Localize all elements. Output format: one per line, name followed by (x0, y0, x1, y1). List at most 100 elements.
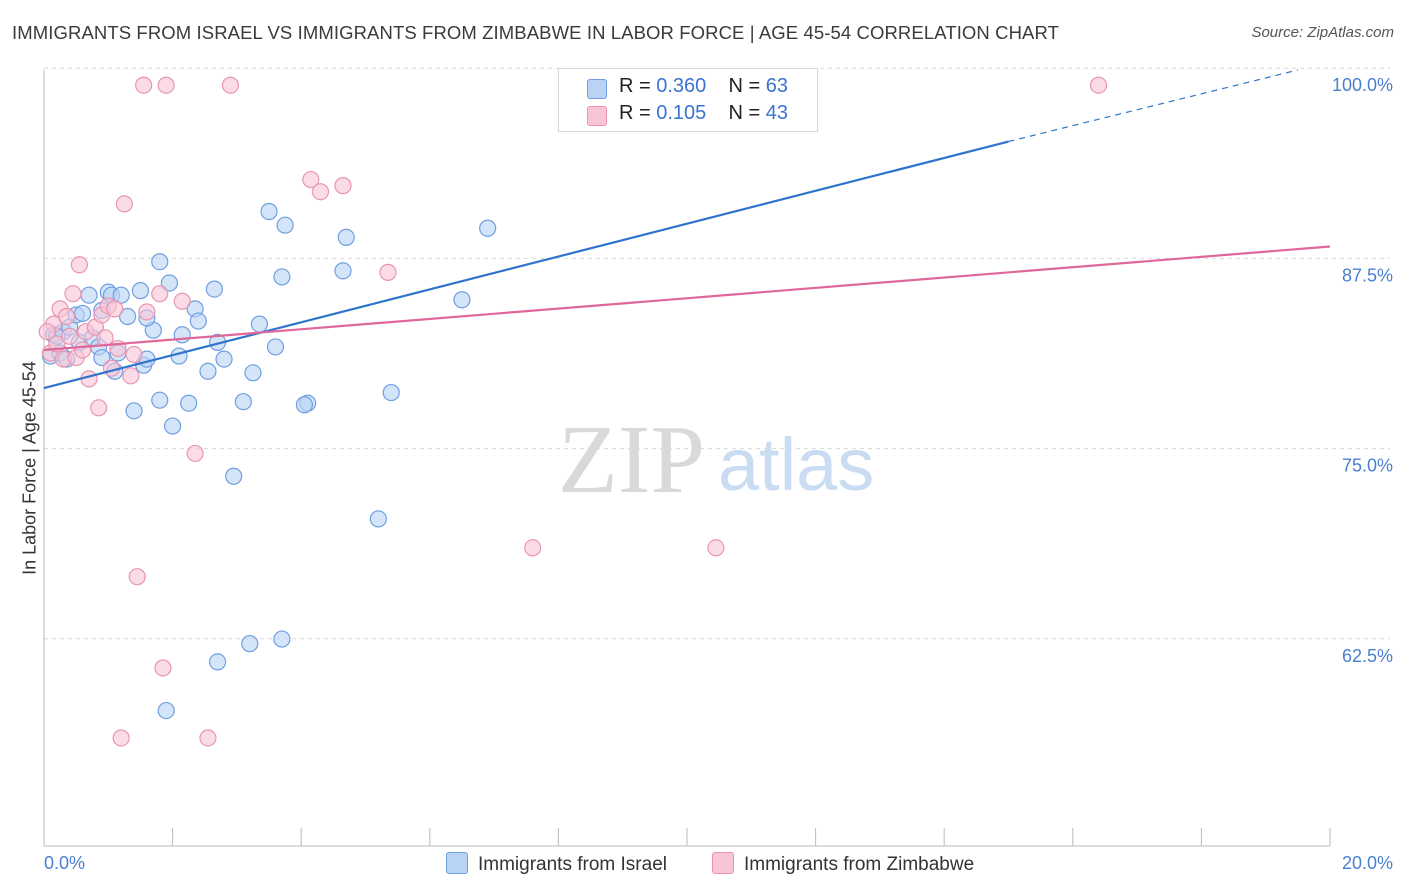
zimbabwe-point (122, 367, 140, 385)
axes (43, 70, 1331, 847)
israel-point (205, 280, 223, 298)
zimbabwe-point (334, 177, 352, 195)
zimbabwe-point (379, 263, 397, 281)
israel-point (131, 282, 150, 300)
israel-point (157, 701, 175, 720)
legend-item-zimbabwe: Immigrants from Zimbabwe (712, 852, 974, 876)
grid-lines (44, 67, 1390, 640)
zimbabwe-point (64, 285, 82, 303)
zimbabwe-point (186, 444, 204, 463)
israel-point (250, 315, 269, 333)
y-tick-label: 87.5% (1342, 265, 1393, 285)
y-tick-label: 75.0% (1342, 456, 1393, 476)
israel-point (93, 348, 111, 367)
x-tick-label: 0.0% (44, 853, 85, 873)
israel-point (453, 291, 471, 309)
zimbabwe-r-label: R = (619, 102, 651, 124)
zimbabwe-point (106, 300, 124, 318)
zimbabwe-n-label: N = (728, 102, 761, 124)
zimbabwe-point (112, 729, 130, 747)
zimbabwe-point (154, 659, 172, 677)
israel-point (151, 391, 169, 409)
israel-point (125, 402, 143, 420)
zimbabwe-point (311, 183, 330, 201)
israel-point (180, 394, 198, 412)
chart-title: IMMIGRANTS FROM ISRAEL VS IMMIGRANTS FRO… (12, 22, 1060, 43)
israel-point (215, 350, 233, 368)
watermark: ZIP atlas (558, 406, 874, 514)
zimbabwe-point (61, 327, 79, 345)
israel-swatch (587, 79, 607, 99)
zimbabwe-point (302, 170, 320, 189)
zimbabwe-point (524, 539, 542, 557)
israel-point (118, 307, 137, 326)
zimbabwe-point (707, 539, 725, 557)
zimbabwe-point (138, 303, 156, 321)
legend-zimbabwe-swatch (712, 852, 734, 874)
zimbabwe-point (1089, 76, 1108, 94)
israel-point (369, 510, 387, 528)
stats-legend: R = 0.360 N = 63 R = 0.105 N = 43 (558, 68, 818, 132)
zimbabwe-point (199, 729, 217, 747)
y-tick-label: 62.5% (1342, 646, 1393, 666)
zimbabwe-point (151, 285, 169, 303)
israel-point (260, 202, 278, 221)
y-tick-label: 100.0% (1332, 75, 1393, 95)
israel-point (189, 312, 207, 330)
legend-item-israel: Immigrants from Israel (446, 852, 667, 876)
zimbabwe-trend-line (43, 245, 1331, 352)
israel-point (382, 383, 400, 402)
israel-point (199, 362, 217, 380)
zimbabwe-point (221, 76, 240, 94)
zimbabwe-point (157, 76, 175, 94)
zimbabwe-swatch (587, 106, 607, 126)
watermark-zip: ZIP (558, 406, 705, 514)
zimbabwe-point (73, 341, 92, 359)
chart-source: Source: ZipAtlas.com (1251, 24, 1394, 41)
israel-point (276, 216, 294, 234)
israel-point (80, 286, 98, 304)
israel-r-value: 0.360 (656, 75, 707, 97)
israel-point (160, 274, 178, 292)
zimbabwe-point (173, 292, 191, 310)
legend-israel-label: Immigrants from Israel (478, 854, 667, 875)
israel-point (334, 262, 352, 280)
israel-trend-line (43, 140, 1009, 390)
zimbabwe-point (135, 76, 153, 94)
x-tick-label: 20.0% (1342, 853, 1393, 873)
zimbabwe-r-value: 0.105 (656, 102, 707, 124)
israel-trend-extension (1008, 69, 1298, 143)
zimbabwe-point (90, 399, 108, 417)
zimbabwe-point (70, 256, 88, 274)
israel-point (244, 364, 262, 382)
israel-point (241, 635, 259, 653)
israel-point (479, 219, 497, 237)
israel-n-value: 63 (765, 75, 789, 97)
israel-point (209, 653, 227, 671)
zimbabwe-point (125, 345, 143, 364)
tick-labels: 62.5% 75.0% 87.5% 100.0% 0.0% 20.0% (44, 75, 1393, 873)
israel-point (234, 393, 252, 411)
israel-n-label: N = (728, 75, 761, 97)
israel-point (225, 467, 243, 485)
zimbabwe-point (96, 329, 114, 347)
zimbabwe-point (115, 195, 133, 213)
israel-point (266, 338, 285, 356)
zimbabwe-point (128, 568, 146, 586)
israel-r-label: R = (619, 75, 651, 97)
legend-israel-swatch (446, 852, 468, 874)
israel-point (337, 228, 355, 246)
scatter-points (38, 76, 1108, 747)
israel-point (295, 396, 314, 414)
legend-zimbabwe-label: Immigrants from Zimbabwe (744, 854, 975, 875)
israel-point (273, 630, 291, 648)
trend-lines (43, 69, 1331, 390)
israel-point (164, 417, 182, 435)
israel-point (73, 304, 92, 323)
watermark-atlas: atlas (718, 423, 874, 506)
zimbabwe-point (57, 307, 76, 326)
zimbabwe-point (38, 323, 56, 341)
israel-point (151, 253, 169, 271)
zimbabwe-n-value: 43 (765, 102, 789, 124)
